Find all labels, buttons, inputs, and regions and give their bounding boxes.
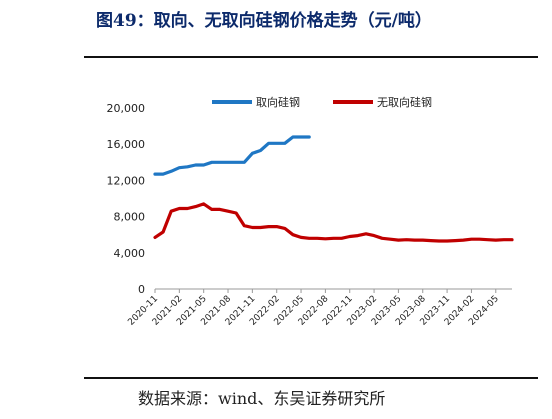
legend-label-2: 无取向硅钢 (377, 95, 432, 109)
series-line-2 (153, 202, 514, 243)
y-tick-label: 4,000 (114, 247, 146, 260)
legend: 取向硅钢 无取向硅钢 (212, 95, 432, 109)
figure-title: 图49：取向、无取向硅钢价格走势（元/吨） (96, 11, 432, 31)
top-rule (84, 56, 538, 58)
y-tick-label: 0 (138, 283, 145, 296)
y-axis: 0 4,000 8,000 12,000 16,000 20,000 (107, 102, 146, 296)
series-group (153, 135, 514, 243)
y-tick-label: 20,000 (107, 102, 146, 115)
y-tick-label: 8,000 (114, 211, 146, 224)
data-source: 数据来源：wind、东吴证券研究所 (138, 389, 386, 408)
y-tick-label: 16,000 (107, 138, 146, 151)
x-axis: 2020-112021-022021-052021-082021-112022-… (126, 288, 512, 328)
series-line-1 (153, 135, 311, 176)
legend-label-1: 取向硅钢 (256, 95, 300, 109)
bottom-rule (84, 377, 538, 379)
y-tick-label: 12,000 (107, 174, 146, 187)
